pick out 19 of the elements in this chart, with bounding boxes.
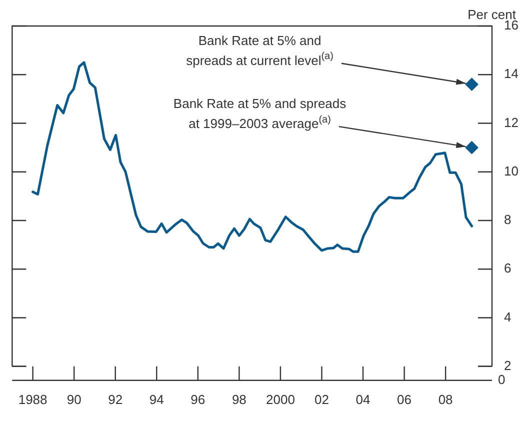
- y-tick-label: 4: [504, 309, 512, 324]
- y-tick-label: 12: [504, 114, 518, 130]
- x-tick-label: 08: [438, 392, 453, 407]
- x-tick-label: 04: [356, 392, 370, 407]
- text: 0: [498, 372, 506, 387]
- y-tick-label: 10: [504, 163, 518, 178]
- x-tick-label: 96: [190, 392, 206, 407]
- x-tick-label: 06: [397, 392, 412, 407]
- y-tick-label: 6: [504, 260, 512, 276]
- y-tick-label: 14: [504, 66, 518, 82]
- y-tick-label: 8: [504, 212, 512, 228]
- x-tick-label: 1988: [18, 392, 48, 407]
- y-tick-label: 2: [504, 358, 512, 373]
- x-tick-label: 98: [232, 392, 246, 407]
- x-tick-label: 2000: [266, 392, 295, 407]
- x-tick-label: 90: [66, 392, 82, 407]
- x-tick-label: 02: [314, 392, 329, 407]
- x-tick-label: 92: [108, 392, 123, 407]
- x-tick-label: 94: [149, 392, 164, 407]
